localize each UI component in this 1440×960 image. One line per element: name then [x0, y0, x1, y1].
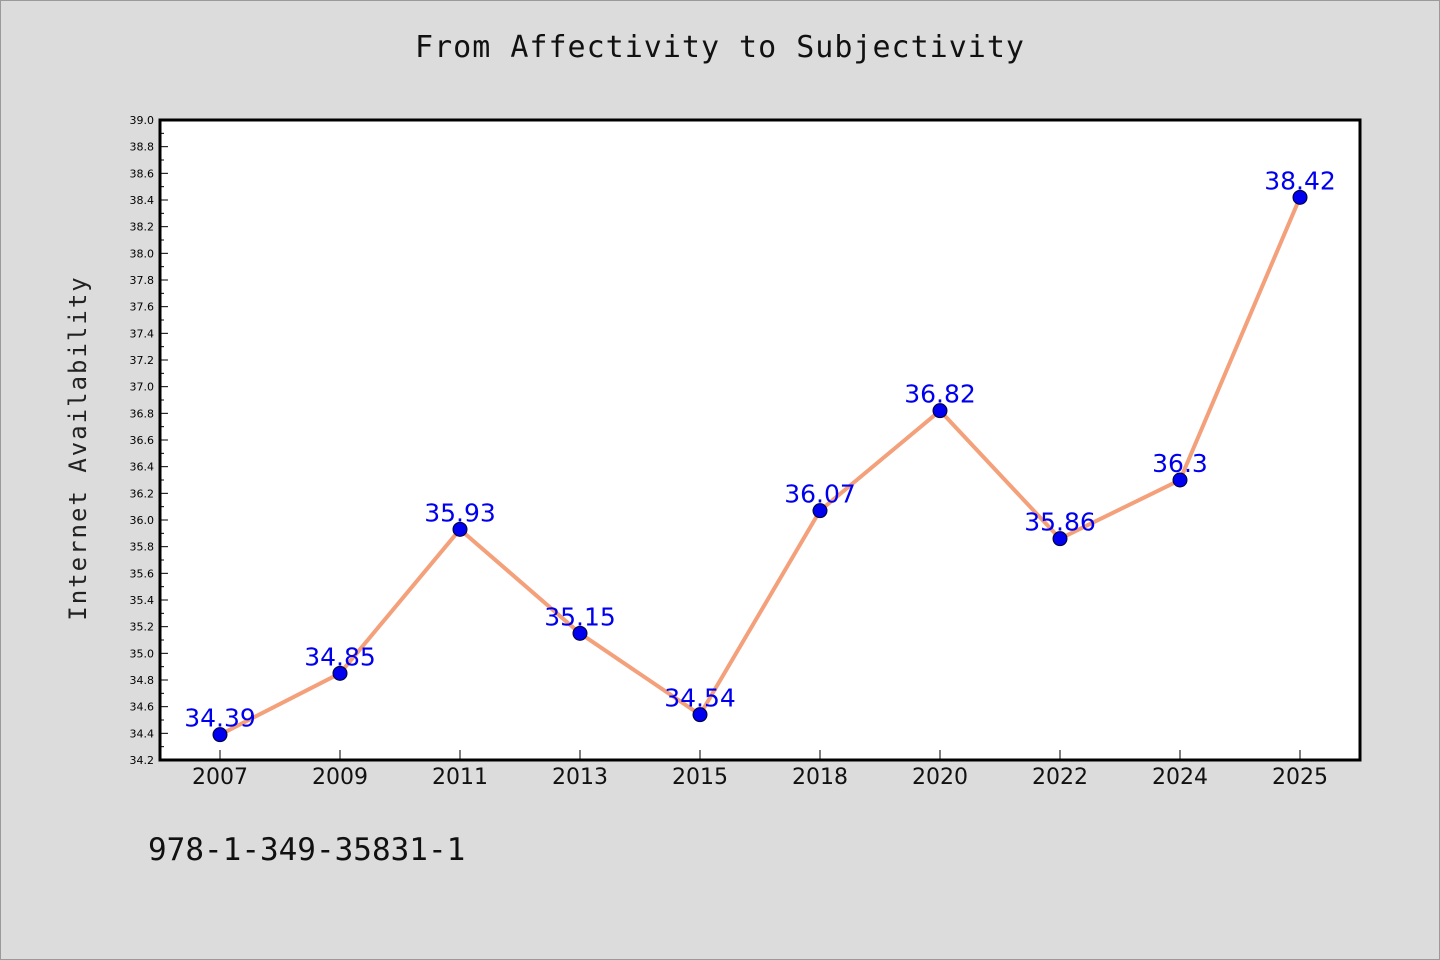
y-tick-label: 35.8 — [130, 541, 155, 554]
series-line — [218, 195, 1302, 737]
data-label: 36.3 — [1152, 449, 1208, 478]
y-axis-label: Internet Availability — [64, 275, 92, 620]
y-tick-label: 38.8 — [130, 141, 155, 154]
footer-text: 978-1-349-35831-1 — [148, 832, 466, 868]
y-tick-label: 37.8 — [130, 274, 155, 287]
x-tick-label: 2020 — [912, 765, 968, 790]
y-tick-label: 38.0 — [130, 247, 155, 260]
data-label: 36.82 — [904, 380, 976, 409]
data-label: 36.07 — [784, 480, 856, 509]
x-tick-label: 2011 — [432, 765, 488, 790]
data-label: 34.39 — [184, 704, 256, 733]
y-tick-label: 38.6 — [130, 167, 155, 180]
y-axis-ticks: 34.2 34.4 34.6 34.8 35.0 35.2 35.4 35.6 35.8 36.0… — [130, 114, 168, 767]
chart-title: From Affectivity to Subjectivity — [415, 30, 1025, 65]
data-label: 38.42 — [1264, 166, 1336, 195]
y-tick-label: 37.4 — [130, 327, 155, 340]
data-point — [212, 727, 228, 743]
data-point — [1172, 472, 1188, 488]
data-label: 35.15 — [544, 602, 616, 631]
y-tick-label: 36.2 — [130, 487, 155, 500]
x-tick-label: 2009 — [312, 765, 368, 790]
y-tick-label: 36.4 — [130, 461, 155, 474]
series-layer: 34.39 34.85 35.93 35.15 34.54 36.07 36.82 35.86… — [184, 166, 1336, 743]
data-point — [332, 665, 348, 681]
data-point — [932, 403, 948, 419]
data-point — [1052, 531, 1068, 547]
y-tick-label: 35.6 — [130, 567, 155, 580]
data-label: 34.54 — [664, 684, 736, 713]
data-label: 35.86 — [1024, 508, 1096, 537]
y-tick-label: 35.0 — [130, 647, 155, 660]
y-tick-label: 36.0 — [130, 514, 155, 527]
y-tick-label: 37.0 — [130, 381, 155, 394]
y-tick-label: 37.6 — [130, 301, 155, 314]
y-tick-label: 39.0 — [130, 114, 155, 127]
y-tick-label: 35.2 — [130, 621, 155, 634]
y-tick-label: 34.2 — [130, 754, 155, 767]
x-tick-label: 2025 — [1272, 765, 1328, 790]
data-point — [572, 625, 588, 641]
data-point — [452, 521, 468, 537]
x-tick-label: 2024 — [1152, 765, 1208, 790]
x-tick-label: 2018 — [792, 765, 848, 790]
y-tick-label: 36.8 — [130, 407, 155, 420]
y-tick-label: 35.4 — [130, 594, 155, 607]
y-tick-label: 34.4 — [130, 727, 155, 740]
y-tick-label: 38.2 — [130, 221, 155, 234]
data-label: 35.93 — [424, 498, 496, 527]
plot-area — [158, 118, 1362, 762]
x-axis-ticks: 2007 2009 2011 2013 2015 2018 2020 2022 2024 2025 — [192, 750, 1328, 790]
data-point — [692, 707, 708, 723]
y-tick-label: 34.8 — [130, 674, 155, 687]
x-tick-label: 2015 — [672, 765, 728, 790]
y-tick-label: 38.4 — [130, 194, 155, 207]
x-tick-label: 2022 — [1032, 765, 1088, 790]
x-tick-label: 2013 — [552, 765, 608, 790]
x-tick-label: 2007 — [192, 765, 248, 790]
data-point — [1292, 189, 1308, 205]
y-tick-label: 37.2 — [130, 354, 155, 367]
data-label: 34.85 — [304, 642, 376, 671]
y-tick-label: 34.6 — [130, 701, 155, 714]
data-point — [812, 503, 828, 519]
y-tick-label: 36.6 — [130, 434, 155, 447]
